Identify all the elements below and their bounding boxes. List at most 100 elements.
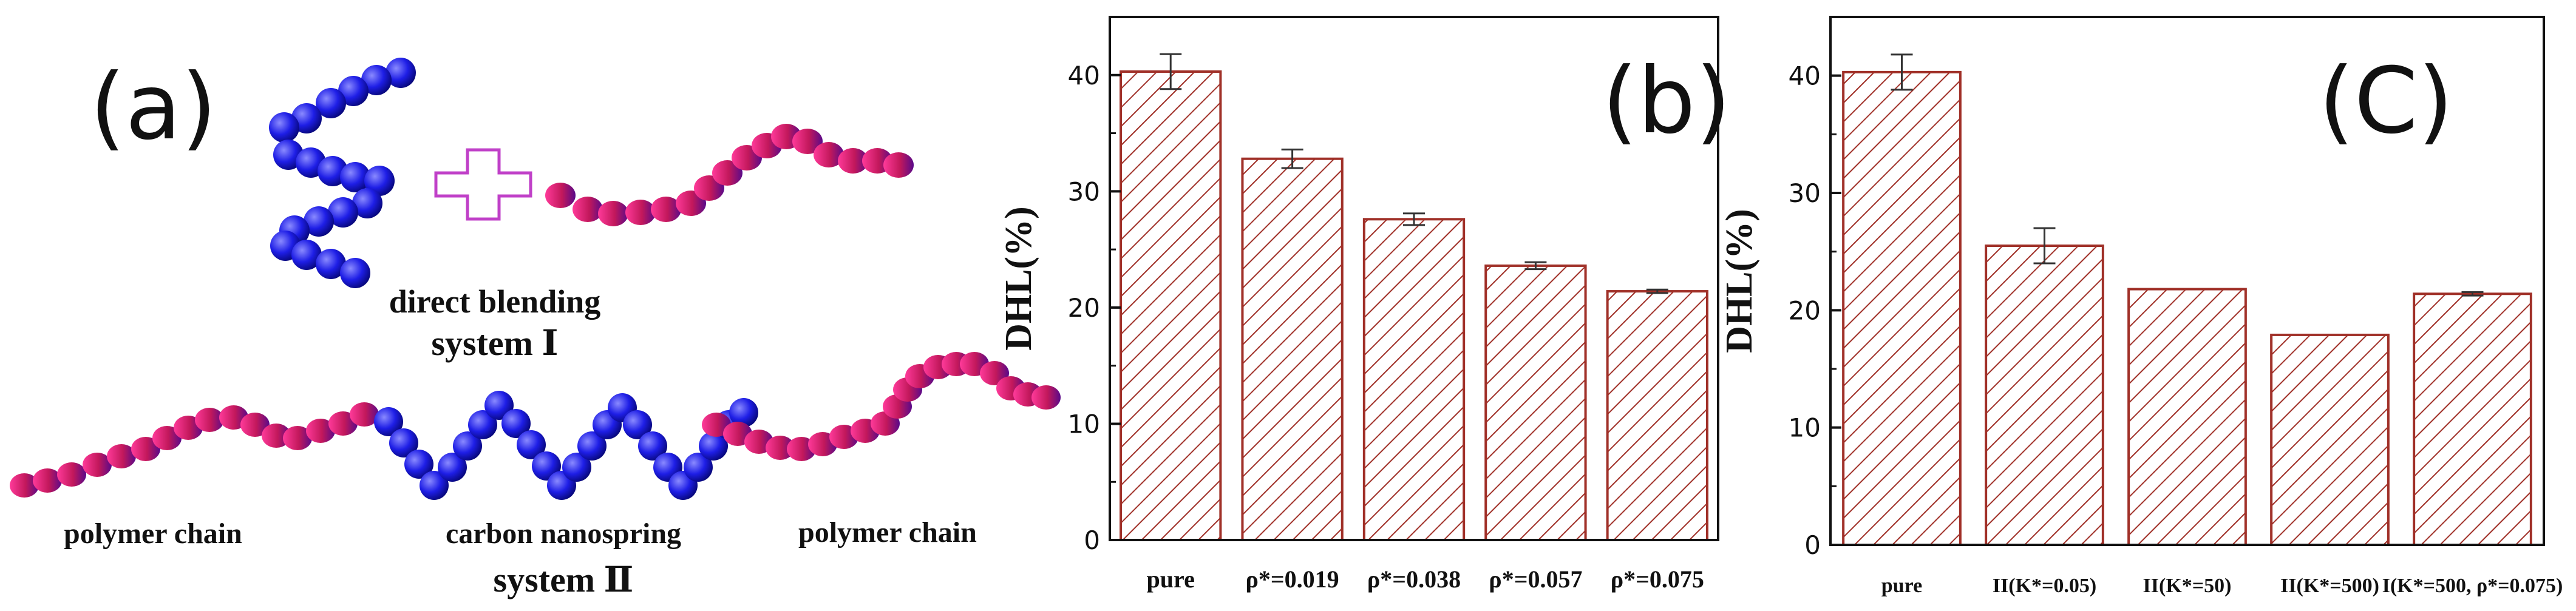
y-axis-label: DHL(%): [1719, 209, 1760, 353]
plus-icon: [434, 148, 532, 221]
y-tick-label-20: 20: [1068, 293, 1100, 323]
bar-0: [1120, 70, 1222, 541]
pink-bead: [883, 152, 914, 178]
pink-bead: [306, 419, 335, 443]
pink-bead: [262, 424, 291, 448]
bar-1: [1985, 245, 2104, 546]
system1-line1: direct blending: [389, 283, 601, 320]
panel-label: (b): [1602, 49, 1731, 154]
blue-bead: [638, 431, 667, 461]
blue-bead: [623, 410, 652, 439]
pink-bead: [792, 129, 823, 154]
x-tick-label-0: pure: [1147, 565, 1195, 593]
blue-bead: [269, 112, 299, 143]
y-tick-label-30: 30: [1068, 177, 1100, 206]
label-carbon-nanospring: carbon nanospring: [446, 518, 681, 550]
pink-bead: [152, 426, 182, 450]
blue-bead: [340, 258, 370, 288]
pink-bead: [651, 197, 681, 222]
chart-b: pure ρ*=0.019 ρ*=0.038 ρ*=0.057 ρ*=0.075 0 10 2…: [998, 16, 1731, 593]
pink-bead: [131, 437, 160, 461]
bar-3: [2270, 333, 2390, 547]
y-tick-label-10: 10: [1068, 409, 1100, 439]
error-bar-1: [1281, 148, 1303, 169]
y-axis-label: DHL(%): [998, 206, 1039, 351]
bar-0: [1842, 70, 1962, 547]
pink-bead: [1031, 385, 1061, 410]
error-bar-4: [2461, 291, 2484, 297]
x-tick-label-4: I(K*=500, ρ*=0.075): [2382, 575, 2563, 597]
axes-frame: [1829, 16, 2545, 546]
x-tick-label-2: II(K*=50): [2143, 575, 2232, 597]
x-tick-label-2: ρ*=0.038: [1367, 565, 1461, 593]
x-tick-label-3: ρ*=0.057: [1489, 565, 1582, 593]
blue-bead: [352, 188, 382, 218]
error-bar-4: [1646, 288, 1668, 294]
y-tick-label-0: 0: [1084, 525, 1100, 555]
pink-bead: [350, 402, 379, 427]
blue-bead: [364, 166, 395, 196]
x-tick-label-1: II(K*=0.05): [1993, 575, 2096, 597]
x-tick-label-4: ρ*=0.075: [1611, 565, 1704, 593]
error-bar-0: [1891, 53, 1913, 91]
label-polymer-chain-left: polymer chain: [64, 518, 242, 550]
blue-bead: [684, 453, 713, 482]
bar-2: [1362, 218, 1466, 542]
pink-bead: [838, 148, 868, 174]
pink-bead: [33, 468, 62, 493]
blue-bead: [468, 410, 497, 439]
blue-bead: [420, 471, 449, 500]
y-tick-label-20: 20: [1789, 295, 1821, 325]
chart-c: pure II(K*=0.05) II(K*=50) II(K*=500) I(K*=5…: [1719, 16, 2563, 597]
pink-bead: [712, 160, 743, 186]
blue-bead: [389, 428, 418, 457]
blue-bead: [361, 65, 392, 95]
pink-bead: [598, 201, 628, 226]
panel-label: (C): [2319, 49, 2453, 154]
y-tick-label-40: 40: [1789, 61, 1821, 91]
blue-bead: [374, 407, 403, 436]
pink-bead: [107, 444, 136, 468]
pink-bead: [283, 426, 312, 450]
blue-bead: [577, 431, 607, 461]
pink-bead: [766, 436, 795, 460]
pink-bead: [240, 413, 270, 437]
y-tick-label-0: 0: [1804, 530, 1821, 560]
pink-bead: [573, 197, 603, 222]
pink-bead: [195, 408, 224, 432]
blue-bead: [316, 249, 346, 279]
blue-bead: [291, 240, 322, 270]
pink-bead: [545, 183, 576, 208]
x-tick-label-3: II(K*=500): [2280, 575, 2379, 597]
blue-bead: [404, 450, 433, 479]
y-tick-label-10: 10: [1789, 413, 1821, 443]
system1-line2: system Ⅰ: [431, 323, 558, 363]
pink-bead: [83, 453, 112, 477]
blue-bead: [484, 391, 514, 420]
pink-bead: [625, 200, 656, 225]
error-bar-1: [2033, 227, 2056, 265]
panel-a-label: (a): [90, 55, 217, 160]
bar-2: [2127, 288, 2247, 546]
error-bar-0: [1160, 53, 1182, 90]
bar-1: [1241, 157, 1344, 542]
axes-frame: [1109, 16, 1719, 541]
blue-bead: [316, 88, 346, 118]
panel-a-schematic: (a) direct blending system Ⅰ polymer cha…: [10, 55, 1061, 599]
pink-bead: [57, 462, 86, 487]
blue-bead: [304, 206, 334, 237]
system2-label: system Ⅱ: [494, 560, 634, 599]
error-bar-3: [1524, 261, 1547, 271]
pink-bead: [10, 473, 39, 498]
y-tick-label-30: 30: [1789, 178, 1821, 208]
blue-bead: [340, 162, 370, 192]
bar-4: [1606, 290, 1708, 541]
blue-bead: [562, 453, 591, 482]
label-polymer-chain-right: polymer chain: [798, 516, 977, 549]
blue-bead: [729, 398, 758, 427]
x-tick-label-0: pure: [1881, 575, 1922, 597]
y-tick-label-40: 40: [1068, 61, 1100, 90]
pink-bead: [814, 142, 844, 167]
blue-bead: [328, 197, 358, 228]
